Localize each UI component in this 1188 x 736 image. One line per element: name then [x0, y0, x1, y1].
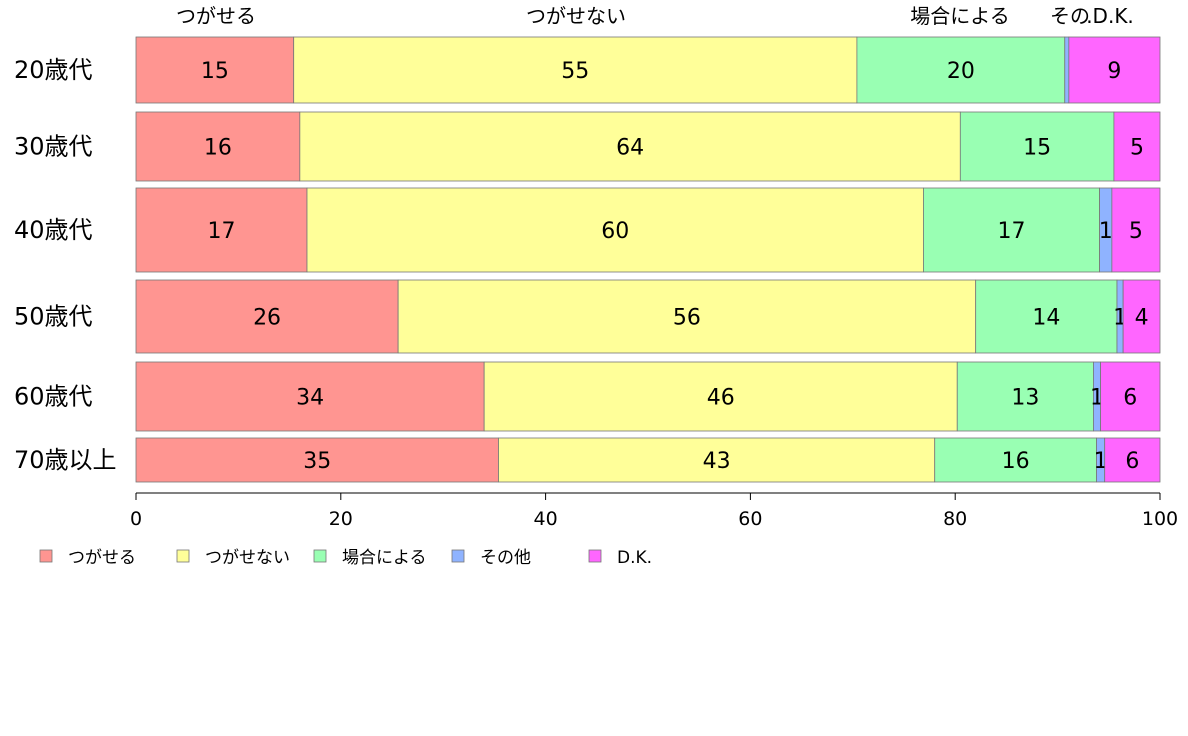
data-label: 6 — [1125, 449, 1139, 474]
data-label: 9 — [1107, 59, 1121, 84]
data-label: 43 — [703, 449, 731, 474]
data-label: 17 — [208, 219, 236, 244]
data-label: 6 — [1123, 386, 1137, 411]
bar-segment — [135, 36, 295, 104]
data-label: 5 — [1129, 219, 1143, 244]
x-tick-label: 60 — [738, 508, 762, 530]
bar-segment — [1100, 361, 1161, 432]
legend-label: D.K. — [617, 548, 652, 568]
bar-segment — [135, 437, 499, 483]
top-label: 場合による — [910, 4, 1009, 28]
bar-segment — [135, 279, 399, 354]
data-label: 55 — [561, 59, 589, 84]
bar-segment — [135, 361, 485, 432]
data-label: 14 — [1032, 306, 1060, 331]
bar-segment — [1122, 279, 1161, 354]
data-label: 1 — [1094, 449, 1108, 474]
legend-swatch — [588, 549, 602, 563]
legend-swatch — [313, 549, 327, 563]
legend-swatch — [39, 549, 53, 563]
data-label: 46 — [707, 386, 735, 411]
row-label: 60歳代 — [14, 383, 93, 411]
bar-segment — [293, 36, 858, 104]
data-label: 1 — [1099, 219, 1113, 244]
bar-segment — [1104, 437, 1161, 483]
row-label: 70歳以上 — [14, 446, 117, 474]
legend-swatch — [451, 549, 465, 563]
data-label: 64 — [616, 136, 644, 161]
row-label: 40歳代 — [14, 216, 93, 244]
data-label: 20 — [947, 59, 975, 84]
bar-segment — [975, 279, 1118, 354]
bar-segment — [1113, 111, 1161, 182]
data-label: 15 — [201, 59, 229, 84]
data-label: 13 — [1011, 386, 1039, 411]
bar-segment — [299, 111, 961, 182]
legend-label: つがせる — [68, 548, 136, 568]
data-label: 16 — [204, 136, 232, 161]
bar-segment — [397, 279, 977, 354]
bar-segment — [1111, 187, 1161, 273]
data-label: 5 — [1130, 136, 1144, 161]
bar-segment — [135, 187, 308, 273]
data-label: 16 — [1002, 449, 1030, 474]
x-tick-label: 20 — [329, 508, 353, 530]
data-label: 17 — [998, 219, 1026, 244]
bar-segment — [956, 361, 1094, 432]
legend-label: 場合による — [342, 548, 427, 568]
legend-label: つがせない — [205, 548, 290, 568]
row-label: 30歳代 — [14, 133, 93, 161]
data-label: 15 — [1023, 136, 1051, 161]
top-label: .D.K. — [1086, 4, 1134, 28]
bar-segment — [135, 111, 301, 182]
data-label: 56 — [673, 306, 701, 331]
bar-segment — [856, 36, 1066, 104]
bar-segment — [306, 187, 924, 273]
bar-segment — [1068, 36, 1161, 104]
data-label: 60 — [601, 219, 629, 244]
x-tick-label: 80 — [943, 508, 967, 530]
row-label: 20歳代 — [14, 56, 93, 84]
x-tick-label: 40 — [534, 508, 558, 530]
data-label: 34 — [296, 386, 324, 411]
top-label: つがせる — [176, 4, 256, 28]
top-label: その — [1050, 4, 1090, 28]
x-tick-label: 0 — [130, 508, 142, 530]
row-label: 50歳代 — [14, 303, 93, 331]
data-label: 35 — [303, 449, 331, 474]
legend-label: その他 — [480, 548, 531, 568]
bar-segment — [934, 437, 1097, 483]
legend-swatch — [176, 549, 190, 563]
bar-segment — [959, 111, 1115, 182]
data-label: 4 — [1135, 306, 1149, 331]
bar-segment — [498, 437, 936, 483]
bar-segment — [1064, 36, 1070, 104]
data-label: 26 — [253, 306, 281, 331]
x-tick-label: 100 — [1142, 508, 1178, 530]
top-label: つがせない — [526, 4, 626, 28]
